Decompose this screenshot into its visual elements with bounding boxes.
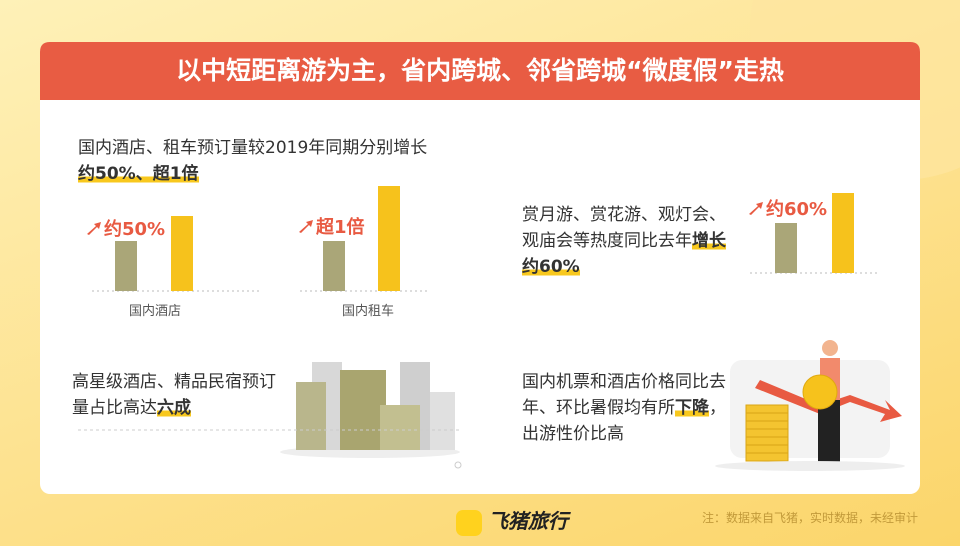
section-text: 赏月游、赏花游、观灯会、观庙会等热度同比去年增长约60% (522, 202, 727, 280)
price-illustration (715, 340, 905, 471)
section-text: 国内酒店、租车预订量较2019年同期分别增长约50%、超1倍 (78, 135, 438, 187)
bar (115, 241, 137, 291)
title: 以中短距离游为主，省内跨城、邻省跨城“微度假”走热 (176, 56, 784, 85)
text: 高星级酒店、精品民宿预订量占比高达 (72, 372, 276, 418)
change-text: 约50% (104, 219, 166, 240)
bar (323, 241, 345, 291)
change-label: 超1倍 (298, 213, 365, 239)
bar (378, 186, 400, 291)
bar (775, 223, 797, 273)
card (40, 42, 920, 494)
bar (832, 193, 854, 273)
text: 国内酒店、租车预订量较2019年同期分别增长 (78, 138, 428, 158)
change-label: 约60% (748, 195, 827, 221)
change-text: 超1倍 (316, 217, 365, 238)
text: 赏月游、赏花游、观灯会、观庙会等热度同比去年 (522, 205, 726, 251)
logo-text: 飞猪旅行 (488, 509, 568, 533)
section-text: 高星级酒店、精品民宿预订量占比高达六成 (72, 369, 290, 421)
chart-label: 国内酒店 (128, 304, 182, 319)
section-text: 国内机票和酒店价格同比去年、环比暑假均有所下降，出游性价比高 (522, 369, 727, 447)
city-illustration (78, 362, 462, 469)
footnote: 注：数据来自飞猪，实时数据，未经审计 (701, 511, 918, 525)
logo: 飞猪旅行 (456, 505, 568, 536)
chart-label: 国内租车 (341, 304, 395, 319)
bar (171, 216, 193, 291)
text: ，出游性价比高 (522, 398, 726, 444)
text: 国内机票和酒店价格同比去年、环比暑假均有所 (522, 372, 726, 418)
highlight: 六成 (157, 398, 191, 418)
change-label: 约50% (86, 215, 165, 241)
highlight: 约50%、超1倍 (78, 164, 199, 184)
change-text: 约60% (766, 199, 828, 220)
header-band (40, 42, 920, 100)
highlight: 下降 (675, 398, 709, 418)
